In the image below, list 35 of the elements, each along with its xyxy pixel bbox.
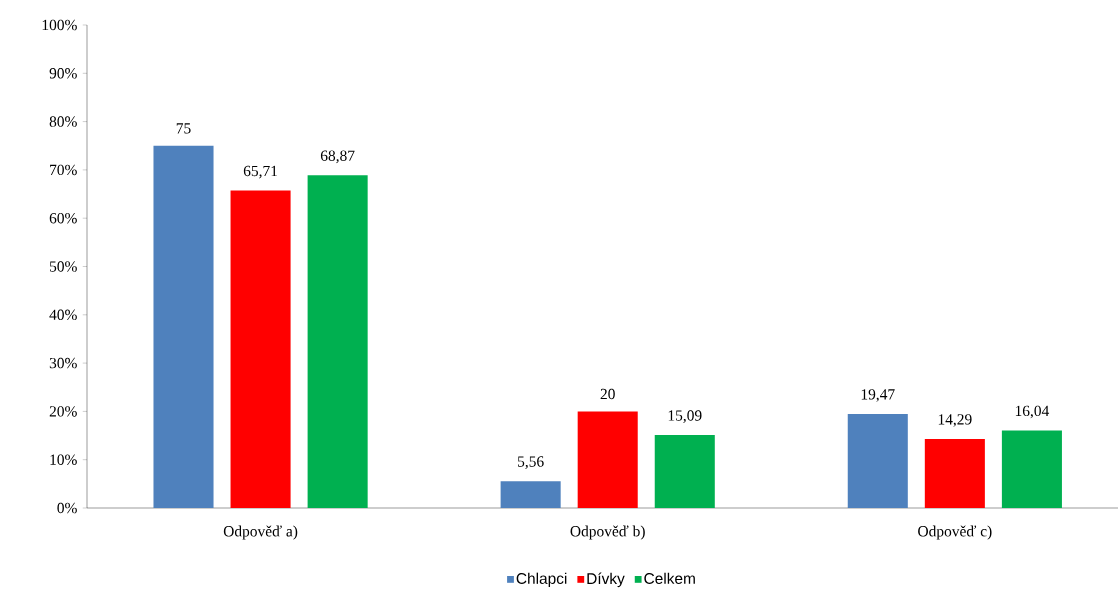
y-tick-label: 80% bbox=[49, 116, 77, 127]
y-tick-label: 40% bbox=[49, 309, 77, 321]
x-tick-label: Odpověď a) bbox=[223, 525, 298, 540]
data-label: 68,87 bbox=[320, 150, 355, 164]
y-tick-label: 90% bbox=[49, 68, 77, 79]
data-label: 16,04 bbox=[1015, 405, 1050, 419]
bar bbox=[924, 438, 985, 508]
legend-label: Dívky bbox=[587, 572, 625, 588]
y-tick-label: 60% bbox=[49, 212, 77, 224]
y-tick-label: 70% bbox=[50, 164, 77, 176]
bar bbox=[500, 481, 561, 508]
data-label: 19,47 bbox=[861, 389, 895, 402]
data-label: 20 bbox=[600, 388, 615, 400]
bar bbox=[654, 435, 715, 508]
x-tick-label: Odpověď b) bbox=[570, 525, 645, 540]
data-label: 65,71 bbox=[243, 165, 278, 179]
x-tick-label: Odpověď c) bbox=[918, 525, 992, 540]
y-tick-label: 100% bbox=[42, 19, 77, 31]
bar bbox=[577, 411, 638, 508]
bar bbox=[153, 145, 214, 508]
y-tick-label: 50% bbox=[49, 261, 77, 272]
y-tick-label: 30% bbox=[49, 357, 77, 369]
legend-label: Chlapci bbox=[516, 572, 567, 588]
legend-label: Celkem bbox=[644, 572, 695, 584]
bar bbox=[307, 175, 368, 508]
y-tick-label: 20% bbox=[49, 406, 77, 417]
data-label: 15,09 bbox=[668, 410, 702, 423]
bar bbox=[230, 190, 291, 508]
data-label: 5,56 bbox=[518, 456, 544, 469]
y-tick-label: 0% bbox=[57, 502, 77, 514]
data-label: 14,29 bbox=[938, 414, 972, 427]
bar bbox=[847, 413, 908, 508]
bar bbox=[1001, 430, 1062, 508]
y-tick-label: 10% bbox=[50, 454, 77, 465]
data-label: 75 bbox=[176, 123, 191, 134]
